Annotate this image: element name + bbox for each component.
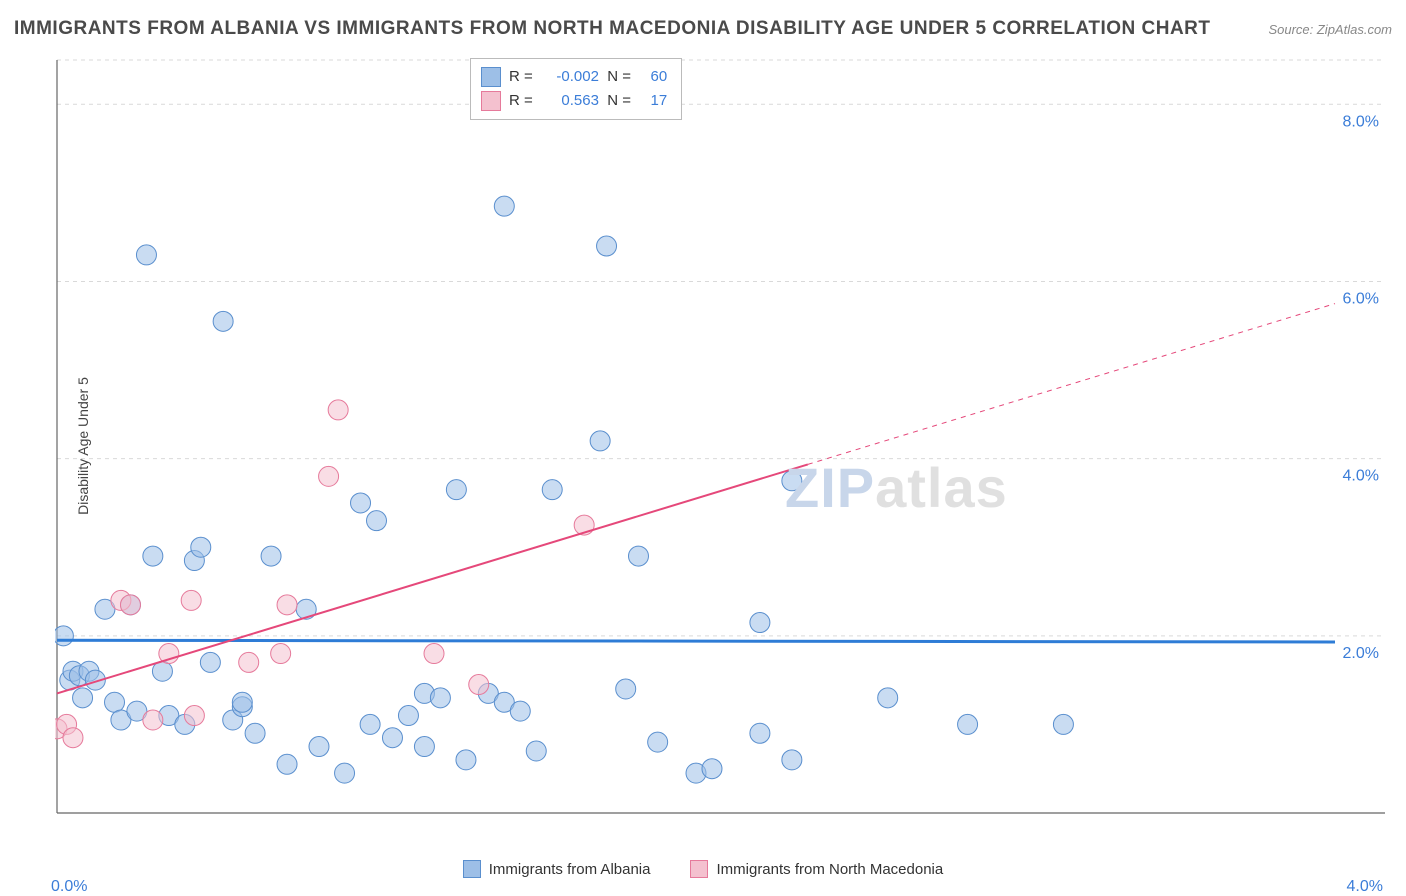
chart-title: IMMIGRANTS FROM ALBANIA VS IMMIGRANTS FR… — [14, 18, 1211, 40]
chart-plot-area: ZIPatlas 2.0% 4.0% 6.0% 8.0% — [55, 55, 1385, 815]
legend-item-macedonia: Immigrants from North Macedonia — [690, 860, 943, 878]
legend-label-macedonia: Immigrants from North Macedonia — [716, 861, 943, 878]
legend-swatch-macedonia — [481, 91, 501, 111]
correlation-row-macedonia: R = 0.563 N = 17 — [481, 89, 667, 113]
svg-text:4.0%: 4.0% — [1343, 468, 1379, 485]
watermark-zip: ZIP — [785, 456, 875, 519]
watermark: ZIPatlas — [785, 455, 1008, 520]
legend-swatch-icon — [463, 860, 481, 878]
x-tick-min: 0.0% — [51, 878, 87, 896]
chart-header: IMMIGRANTS FROM ALBANIA VS IMMIGRANTS FR… — [14, 18, 1392, 40]
legend-label-albania: Immigrants from Albania — [489, 861, 651, 878]
correlation-row-albania: R = -0.002 N = 60 — [481, 65, 667, 89]
r-value-macedonia: 0.563 — [541, 89, 599, 113]
svg-text:2.0%: 2.0% — [1343, 645, 1379, 662]
r-value-albania: -0.002 — [541, 65, 599, 89]
svg-text:8.0%: 8.0% — [1343, 113, 1379, 130]
x-tick-max: 4.0% — [1347, 878, 1383, 896]
n-value-macedonia: 17 — [639, 89, 667, 113]
series-legend: Immigrants from Albania Immigrants from … — [0, 860, 1406, 878]
svg-text:6.0%: 6.0% — [1343, 290, 1379, 307]
correlation-legend: R = -0.002 N = 60 R = 0.563 N = 17 — [470, 58, 682, 120]
legend-swatch-albania — [481, 67, 501, 87]
n-value-albania: 60 — [639, 65, 667, 89]
legend-swatch-icon — [690, 860, 708, 878]
source-attribution: Source: ZipAtlas.com — [1268, 22, 1392, 37]
scatter-chart: 2.0% 4.0% 6.0% 8.0% — [55, 55, 1385, 815]
watermark-atlas: atlas — [875, 456, 1008, 519]
legend-item-albania: Immigrants from Albania — [463, 860, 651, 878]
